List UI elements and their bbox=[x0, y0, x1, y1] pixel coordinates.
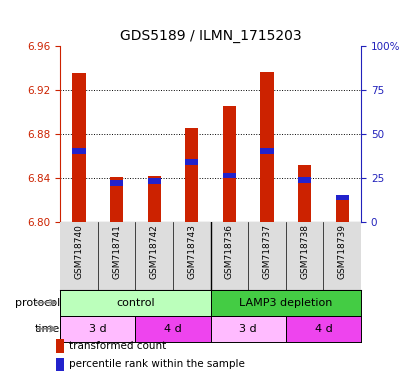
Bar bbox=[60, 290, 211, 316]
Bar bbox=[148, 176, 161, 222]
Bar bbox=[185, 129, 198, 222]
Text: 4 d: 4 d bbox=[164, 324, 182, 334]
Text: GSM718740: GSM718740 bbox=[74, 224, 83, 279]
Title: GDS5189 / ILMN_1715203: GDS5189 / ILMN_1715203 bbox=[120, 29, 301, 43]
Text: percentile rank within the sample: percentile rank within the sample bbox=[69, 359, 245, 369]
Text: GSM718736: GSM718736 bbox=[225, 224, 234, 279]
Bar bbox=[286, 316, 361, 342]
Bar bbox=[148, 178, 161, 184]
Text: 3 d: 3 d bbox=[239, 324, 257, 334]
Bar bbox=[298, 165, 311, 222]
Text: GSM718738: GSM718738 bbox=[300, 224, 309, 279]
Bar bbox=[223, 106, 236, 222]
Bar bbox=[211, 316, 286, 342]
Bar bbox=[135, 316, 210, 342]
Text: GSM718741: GSM718741 bbox=[112, 224, 121, 279]
Text: transformed count: transformed count bbox=[69, 341, 166, 351]
Bar bbox=[223, 173, 236, 178]
Bar bbox=[185, 159, 198, 165]
Text: 4 d: 4 d bbox=[315, 324, 332, 334]
Text: time: time bbox=[35, 324, 60, 334]
Bar bbox=[336, 195, 349, 222]
Text: protocol: protocol bbox=[15, 298, 60, 308]
Bar bbox=[336, 195, 349, 200]
Bar bbox=[110, 177, 123, 222]
Bar bbox=[261, 148, 273, 154]
Bar bbox=[211, 290, 361, 316]
Text: LAMP3 depletion: LAMP3 depletion bbox=[239, 298, 332, 308]
Text: 3 d: 3 d bbox=[89, 324, 107, 334]
Bar bbox=[110, 180, 123, 186]
Text: GSM718742: GSM718742 bbox=[150, 224, 159, 279]
Bar bbox=[60, 316, 135, 342]
Text: control: control bbox=[116, 298, 155, 308]
Bar bbox=[56, 358, 64, 371]
Text: GSM718739: GSM718739 bbox=[338, 224, 347, 279]
Text: GSM718737: GSM718737 bbox=[263, 224, 271, 279]
Bar bbox=[56, 339, 64, 353]
Text: GSM718743: GSM718743 bbox=[187, 224, 196, 279]
Bar bbox=[72, 73, 85, 222]
Bar bbox=[72, 148, 85, 154]
Bar bbox=[261, 72, 273, 222]
Bar bbox=[298, 177, 311, 183]
